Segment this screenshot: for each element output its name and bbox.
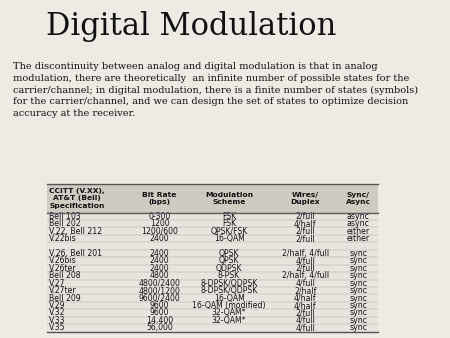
Text: 4800/2400: 4800/2400: [139, 279, 180, 288]
Text: 2400: 2400: [150, 234, 169, 243]
Text: 14,400: 14,400: [146, 316, 173, 325]
Text: QPSK: QPSK: [219, 257, 239, 265]
Text: 2/full: 2/full: [295, 264, 315, 273]
Text: sync: sync: [349, 264, 367, 273]
Text: FSK: FSK: [222, 212, 236, 221]
Text: 4/full: 4/full: [295, 257, 315, 265]
Bar: [47, 184, 378, 213]
Text: Modulation
Scheme: Modulation Scheme: [205, 192, 253, 205]
Text: async: async: [346, 219, 369, 228]
Text: sync: sync: [349, 294, 367, 303]
Text: 4/full: 4/full: [295, 323, 315, 332]
Text: 9600: 9600: [150, 309, 169, 317]
Text: Wires/
Duplex: Wires/ Duplex: [290, 192, 320, 205]
Text: V.26bis: V.26bis: [50, 257, 77, 265]
Text: 4/full: 4/full: [295, 316, 315, 325]
Text: 4/half: 4/half: [294, 294, 316, 303]
Text: 2400: 2400: [150, 257, 169, 265]
Text: QPSK: QPSK: [219, 249, 239, 258]
Text: 4800: 4800: [150, 271, 169, 280]
Text: V.22bis: V.22bis: [50, 234, 77, 243]
Text: 2/full: 2/full: [295, 227, 315, 236]
Text: V.26, Bell 201: V.26, Bell 201: [50, 249, 103, 258]
Text: V.33: V.33: [50, 316, 66, 325]
Text: 9600/2400: 9600/2400: [139, 294, 180, 303]
Text: The discontinuity between analog and digital modulation is that in analog
modula: The discontinuity between analog and dig…: [13, 62, 418, 118]
Text: V.27ter: V.27ter: [50, 286, 77, 295]
Text: 0-300: 0-300: [148, 212, 171, 221]
Text: V.32: V.32: [50, 309, 66, 317]
Text: Bell 202: Bell 202: [50, 219, 81, 228]
Text: 2/half, 4/full: 2/half, 4/full: [282, 249, 329, 258]
Text: either: either: [346, 227, 370, 236]
Text: sync: sync: [349, 309, 367, 317]
Text: 32-QAM*: 32-QAM*: [212, 309, 246, 317]
Text: sync: sync: [349, 249, 367, 258]
Text: 56,000: 56,000: [146, 323, 173, 332]
Text: 9600: 9600: [150, 301, 169, 310]
Text: 2/full: 2/full: [295, 309, 315, 317]
Text: V.35: V.35: [50, 323, 66, 332]
Text: CCITT (V.XX),
AT&T (Bell)
Specification: CCITT (V.XX), AT&T (Bell) Specification: [50, 188, 105, 209]
Text: Digital Modulation: Digital Modulation: [46, 11, 337, 43]
Text: V.29: V.29: [50, 301, 66, 310]
Text: sync: sync: [349, 257, 367, 265]
Text: Bell 103: Bell 103: [50, 212, 81, 221]
Text: 2/full: 2/full: [295, 212, 315, 221]
Text: either: either: [346, 234, 370, 243]
Text: 8-DPSK/QDPSK: 8-DPSK/QDPSK: [200, 286, 258, 295]
Text: 2/half, 4/full: 2/half, 4/full: [282, 271, 329, 280]
Text: V.26ter: V.26ter: [50, 264, 77, 273]
Text: V.27: V.27: [50, 279, 66, 288]
Text: Bell 209: Bell 209: [50, 294, 81, 303]
Text: sync: sync: [349, 286, 367, 295]
Text: QPSK/FSK: QPSK/FSK: [211, 227, 248, 236]
Text: Bell 208: Bell 208: [50, 271, 81, 280]
Text: QDPSK: QDPSK: [216, 264, 242, 273]
Text: 4/full: 4/full: [295, 279, 315, 288]
Bar: [47, 184, 378, 332]
Text: FSK: FSK: [222, 219, 236, 228]
Text: Bit Rate
(bps): Bit Rate (bps): [142, 192, 177, 205]
Text: 16-QAM: 16-QAM: [214, 234, 244, 243]
Text: 2400: 2400: [150, 249, 169, 258]
Text: 4/half: 4/half: [294, 301, 316, 310]
Text: 2/full: 2/full: [295, 234, 315, 243]
Text: 4800/1200: 4800/1200: [139, 286, 180, 295]
Text: sync: sync: [349, 271, 367, 280]
Text: 2400: 2400: [150, 264, 169, 273]
Text: sync: sync: [349, 316, 367, 325]
Text: 8-DPSK/QDPSK: 8-DPSK/QDPSK: [200, 279, 258, 288]
Text: sync: sync: [349, 301, 367, 310]
Text: 8-PSK: 8-PSK: [218, 271, 240, 280]
Text: Sync/
Async: Sync/ Async: [346, 192, 371, 205]
Text: 16-QAM (modified): 16-QAM (modified): [192, 301, 266, 310]
Text: 4/half: 4/half: [294, 219, 316, 228]
Text: sync: sync: [349, 323, 367, 332]
Text: 16-QAM: 16-QAM: [214, 294, 244, 303]
Text: 1200: 1200: [150, 219, 169, 228]
Text: sync: sync: [349, 279, 367, 288]
Text: 1200/600: 1200/600: [141, 227, 178, 236]
Text: async: async: [346, 212, 369, 221]
Text: 2/half: 2/half: [294, 286, 316, 295]
Text: V.22, Bell 212: V.22, Bell 212: [50, 227, 103, 236]
Text: 32-QAM*: 32-QAM*: [212, 316, 246, 325]
